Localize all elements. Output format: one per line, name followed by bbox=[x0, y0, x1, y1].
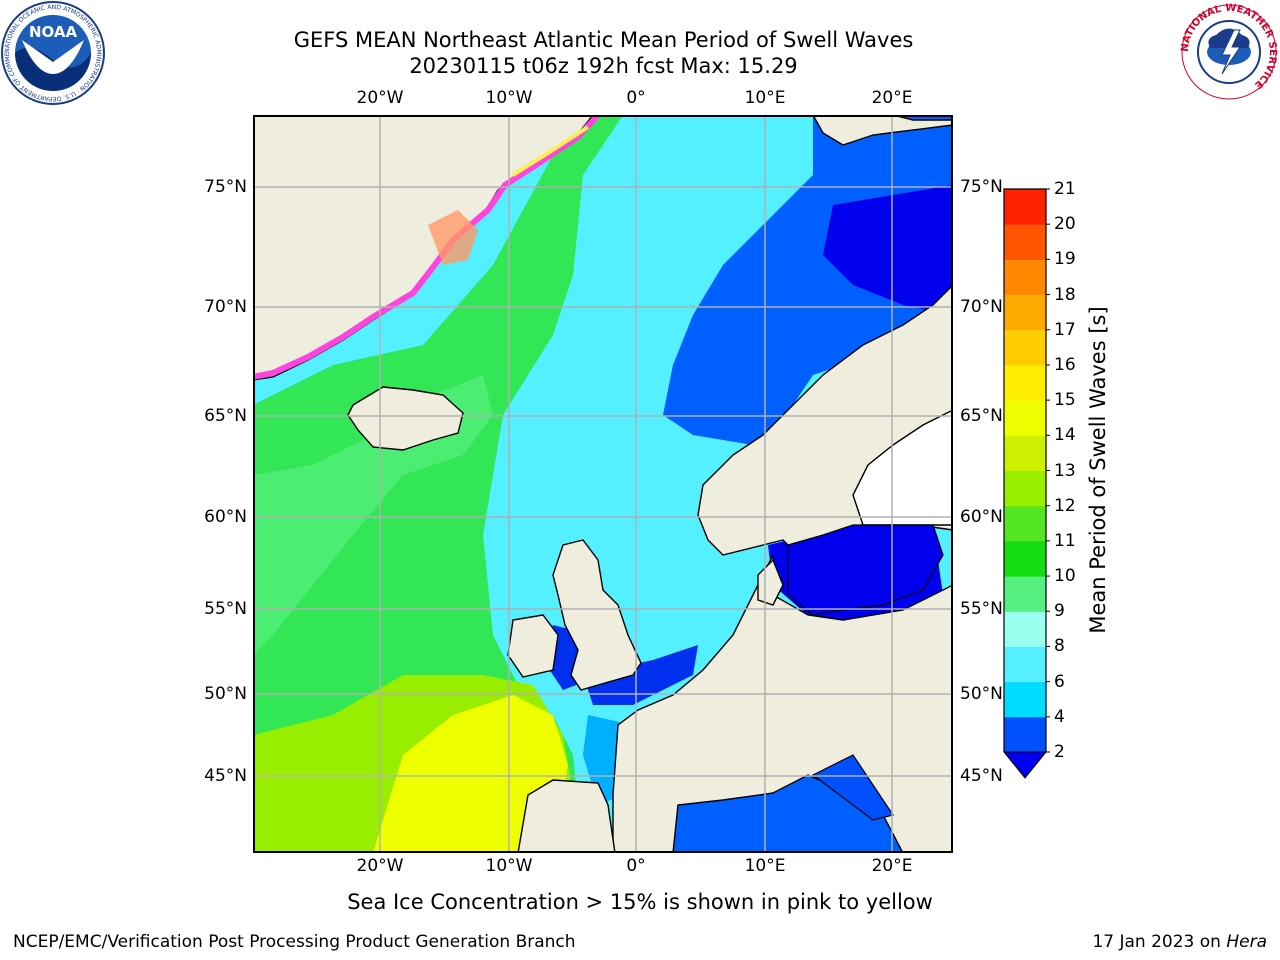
land-ireland bbox=[507, 614, 559, 678]
lat-label-left-45n: 45°N bbox=[204, 766, 247, 786]
lat-label-left-55n: 55°N bbox=[204, 599, 247, 619]
colorbar-tick-label-15: 15 bbox=[1054, 390, 1076, 411]
swell-field-west-green bbox=[253, 115, 623, 853]
lat-label-right-55n: 55°N bbox=[960, 599, 1003, 619]
land-great-britain bbox=[552, 539, 642, 691]
sea-ice-edge bbox=[253, 115, 601, 380]
colorbar-tick-label-16: 16 bbox=[1054, 354, 1076, 375]
lat-label-left-60n: 60°N bbox=[204, 507, 247, 527]
colorbar-tick-label-14: 14 bbox=[1054, 425, 1076, 446]
colorbar-segment-2-4 bbox=[1004, 716, 1046, 753]
swell-field-southwest-max bbox=[373, 695, 568, 853]
lon-label-bottom-20w: 20°W bbox=[356, 856, 404, 876]
colorbar-segment-16-17 bbox=[1004, 329, 1046, 366]
colorbar-tick-label-11: 11 bbox=[1054, 530, 1076, 551]
lon-label-bottom-20e: 20°E bbox=[871, 856, 913, 876]
swell-field-barents-deep bbox=[823, 185, 953, 315]
noaa-logo: NATIONAL OCEANIC AND ATMOSPHERIC ADMINIS… bbox=[0, 0, 105, 105]
colorbar-label: Mean Period of Swell Waves [s] bbox=[1086, 306, 1110, 634]
colorbar bbox=[1002, 188, 1050, 779]
lat-label-right-50n: 50°N bbox=[960, 684, 1003, 704]
land-iceland bbox=[347, 386, 464, 451]
svg-text:NOAA: NOAA bbox=[29, 23, 78, 41]
map-title: GEFS MEAN Northeast Atlantic Mean Period… bbox=[293, 28, 914, 52]
lat-label-right-45n: 45°N bbox=[960, 766, 1003, 786]
generation-host: Hera bbox=[1226, 932, 1267, 952]
colorbar-tick-label-2: 2 bbox=[1054, 742, 1065, 762]
colorbar-segment-4-6 bbox=[1004, 681, 1046, 718]
colorbar-under-extension bbox=[1002, 751, 1048, 779]
lat-label-right-75n: 75°N bbox=[960, 177, 1003, 197]
colorbar-segment-14-15 bbox=[1004, 400, 1046, 436]
colorbar-segment-20-21 bbox=[1004, 189, 1046, 225]
colorbar-segment-13-14 bbox=[1004, 435, 1046, 471]
colorbar-tick-label-20: 20 bbox=[1054, 214, 1076, 235]
colorbar-tick-label-13: 13 bbox=[1054, 460, 1076, 481]
swell-period-map bbox=[253, 115, 953, 853]
map-subtitle: 20230115 t06z 192h fcst Max: 15.29 bbox=[409, 54, 798, 78]
lon-label-top-10w: 10°W bbox=[485, 88, 533, 108]
producer-credit: NCEP/EMC/Verification Post Processing Pr… bbox=[13, 932, 576, 952]
generation-date: 17 Jan 2023 on Hera bbox=[1092, 932, 1267, 952]
lon-label-bottom-10w: 10°W bbox=[485, 856, 533, 876]
sea-adriatic bbox=[811, 754, 894, 821]
nws-logo: NATIONAL WEATHER SERVICE bbox=[1180, 3, 1278, 100]
colorbar-tick-label-19: 19 bbox=[1054, 249, 1076, 270]
colorbar-tick-label-9: 9 bbox=[1054, 601, 1065, 622]
lat-label-left-75n: 75°N bbox=[204, 177, 247, 197]
colorbar-segment-12-13 bbox=[1004, 470, 1046, 507]
colorbar-segment-10-11 bbox=[1004, 540, 1046, 577]
map-border bbox=[253, 115, 953, 853]
colorbar-segment-6-8 bbox=[1004, 646, 1046, 683]
sea-ice-caption: Sea Ice Concentration > 15% is shown in … bbox=[347, 890, 933, 914]
swell-field-west-green-patches bbox=[253, 375, 493, 655]
colorbar-segment-8-9 bbox=[1004, 611, 1046, 647]
lat-label-right-65n: 65°N bbox=[960, 406, 1003, 426]
colorbar-segment-18-19 bbox=[1004, 259, 1046, 296]
lon-label-top-10e: 10°E bbox=[744, 88, 786, 108]
lat-label-left-50n: 50°N bbox=[204, 684, 247, 704]
lon-label-top-20w: 20°W bbox=[356, 88, 404, 108]
lon-label-bottom-10e: 10°E bbox=[744, 856, 786, 876]
colorbar-tick-label-18: 18 bbox=[1054, 284, 1076, 305]
swell-field-channel bbox=[583, 645, 698, 705]
swell-field-norwegian-blue bbox=[663, 335, 813, 445]
land-iberia bbox=[517, 779, 616, 853]
colorbar-tick-label-21: 21 bbox=[1054, 179, 1076, 199]
lat-label-left-70n: 70°N bbox=[204, 297, 247, 317]
colorbar-segment-15-16 bbox=[1004, 364, 1046, 401]
colorbar-tick-label-6: 6 bbox=[1054, 671, 1065, 692]
sea-ice-yellow-rim bbox=[511, 125, 590, 177]
lon-label-top-20e: 20°E bbox=[871, 88, 913, 108]
lat-label-left-65n: 65°N bbox=[204, 406, 247, 426]
land-finland bbox=[852, 409, 953, 526]
sea-ice-patch bbox=[428, 210, 478, 265]
colorbar-segment-19-20 bbox=[1004, 224, 1046, 260]
colorbar-tick-label-4: 4 bbox=[1054, 706, 1065, 727]
colorbar-segment-17-18 bbox=[1004, 294, 1046, 331]
lat-label-right-70n: 70°N bbox=[960, 297, 1003, 317]
colorbar-tick-label-17: 17 bbox=[1054, 319, 1076, 340]
colorbar-tick-label-8: 8 bbox=[1054, 636, 1065, 657]
colorbar-segment-9-10 bbox=[1004, 576, 1046, 612]
generation-date-text: 17 Jan 2023 on bbox=[1092, 932, 1227, 952]
lat-label-right-60n: 60°N bbox=[960, 507, 1003, 527]
lon-label-bottom-0: 0° bbox=[626, 856, 646, 876]
colorbar-segment-11-12 bbox=[1004, 505, 1046, 542]
colorbar-tick-label-12: 12 bbox=[1054, 495, 1076, 516]
lon-label-top-0: 0° bbox=[626, 88, 646, 108]
colorbar-tick-label-10: 10 bbox=[1054, 566, 1076, 587]
